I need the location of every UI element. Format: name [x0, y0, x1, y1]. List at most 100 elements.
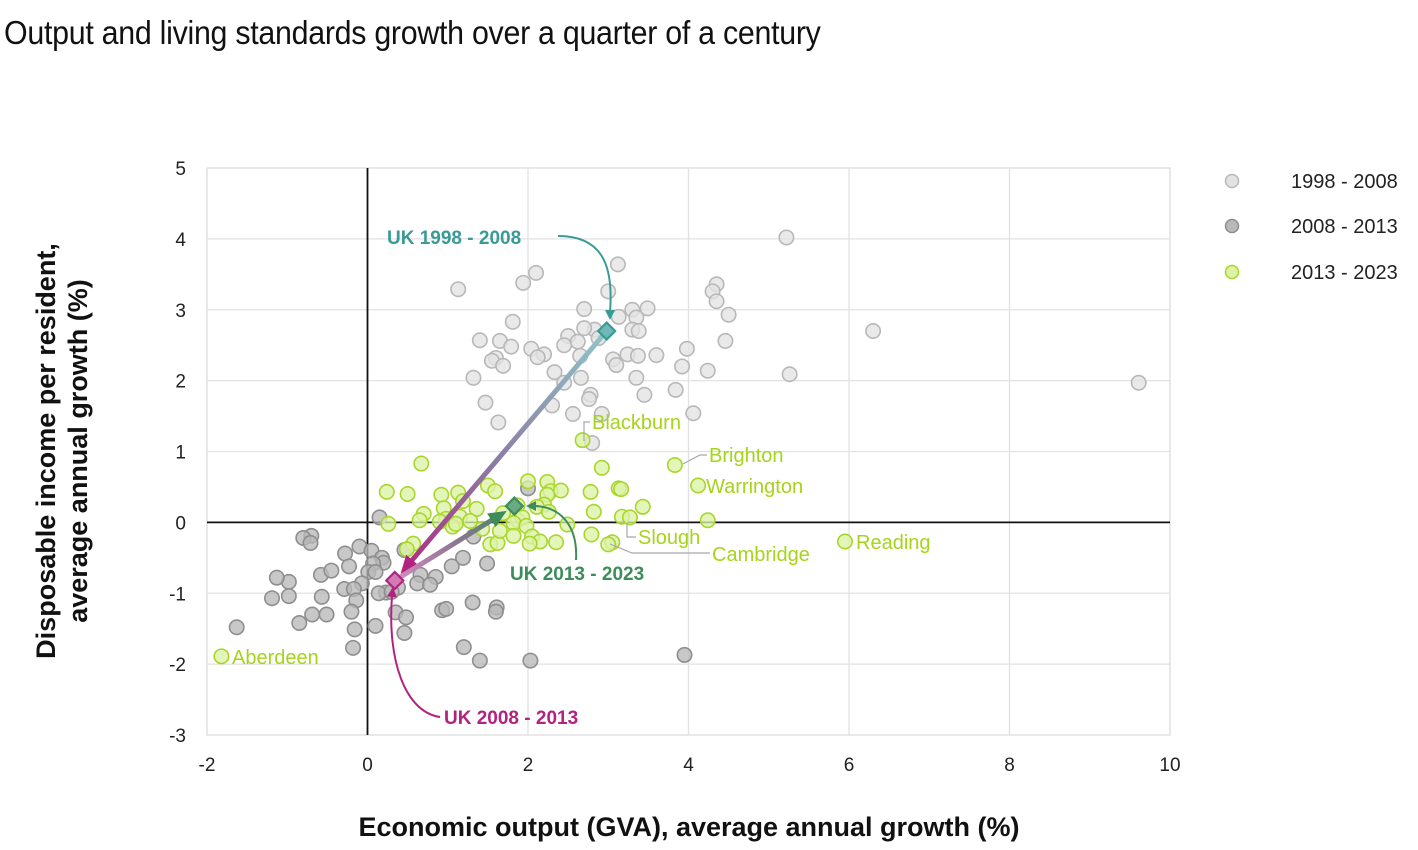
data-point-1998-2008[interactable]: [720, 306, 737, 323]
data-point-1998-2008[interactable]: [1130, 374, 1147, 391]
data-point-1998-2008[interactable]: [708, 293, 725, 310]
legend-item-1998-2008[interactable]: 1998 - 2008: [1224, 171, 1398, 193]
data-point-1998-2008[interactable]: [778, 229, 795, 246]
data-point-1998-2008[interactable]: [639, 300, 656, 317]
uk-average-marker[interactable]: [596, 320, 617, 342]
data-point-1998-2008[interactable]: [678, 340, 695, 357]
data-point-2008-2013[interactable]: [304, 606, 321, 623]
data-point-2013-2023[interactable]: [574, 432, 591, 449]
data-point-1998-2008[interactable]: [504, 313, 521, 330]
data-point-1998-2008[interactable]: [630, 323, 647, 340]
data-point-2008-2013[interactable]: [280, 588, 297, 605]
uk-average-marker[interactable]: [384, 570, 405, 591]
data-point-2008-2013[interactable]: [455, 639, 472, 656]
data-point-2013-2023[interactable]: [468, 500, 485, 517]
data-point-2008-2013[interactable]: [487, 603, 504, 620]
data-point-2008-2013[interactable]: [228, 619, 245, 636]
data-point-1998-2008[interactable]: [556, 337, 573, 354]
data-point-2008-2013[interactable]: [464, 594, 481, 611]
data-point-1998-2008[interactable]: [477, 394, 494, 411]
data-point-2008-2013[interactable]: [676, 646, 693, 663]
data-point-1998-2008[interactable]: [529, 349, 546, 366]
data-point-2008-2013[interactable]: [454, 549, 471, 566]
data-point-2013-2023[interactable]: [505, 527, 522, 544]
data-point-1998-2008[interactable]: [674, 358, 691, 375]
data-point-2013-2023[interactable]: [399, 486, 416, 503]
data-point-1998-2008[interactable]: [572, 369, 589, 386]
data-point-2013-2023[interactable]: [521, 535, 538, 552]
data-point-2013-2023[interactable]: [582, 483, 599, 500]
data-point-2013-2023[interactable]: [487, 483, 504, 500]
legend-item-2013-2023[interactable]: 2013 - 2023: [1224, 262, 1398, 284]
data-point-1998-2008[interactable]: [629, 347, 646, 364]
data-point-1998-2008[interactable]: [699, 362, 716, 379]
data-point-2008-2013[interactable]: [343, 603, 360, 620]
data-point-1998-2008[interactable]: [515, 274, 532, 291]
data-point-2013-2023[interactable]: [585, 503, 602, 520]
data-point-2013-2023[interactable]: [378, 483, 395, 500]
data-point-2008-2013[interactable]: [438, 600, 455, 617]
data-point-2013-2023[interactable]: [634, 498, 651, 515]
data-point-1998-2008[interactable]: [717, 332, 734, 349]
legend-item-2008-2013[interactable]: 2008 - 2013: [1224, 216, 1398, 238]
data-point-2013-2023[interactable]: [433, 486, 450, 503]
data-point-1998-2008[interactable]: [450, 281, 467, 298]
data-point-2008-2013[interactable]: [346, 621, 363, 638]
data-point-1998-2008[interactable]: [528, 264, 545, 281]
data-point-1998-2008[interactable]: [465, 369, 482, 386]
data-point-1998-2008[interactable]: [569, 333, 586, 350]
data-point-1998-2008[interactable]: [503, 338, 520, 355]
data-point-1998-2008[interactable]: [471, 332, 488, 349]
data-point-1998-2008[interactable]: [564, 405, 581, 422]
data-point-2013-2023[interactable]: [583, 526, 600, 543]
data-point-2013-2023[interactable]: [600, 536, 617, 553]
data-point-1998-2008[interactable]: [608, 357, 625, 374]
data-point-2013-2023[interactable]: [613, 481, 630, 498]
data-point-2008-2013[interactable]: [341, 558, 358, 575]
data-point-2008-2013[interactable]: [367, 563, 384, 580]
data-point-1998-2008[interactable]: [576, 320, 593, 337]
data-point-2008-2013[interactable]: [471, 652, 488, 669]
data-point-2013-2023[interactable]: [398, 541, 415, 558]
data-point-1998-2008[interactable]: [546, 364, 563, 381]
data-point-2013-2023[interactable]: [836, 533, 853, 550]
data-point-1998-2008[interactable]: [636, 386, 653, 403]
data-point-2013-2023[interactable]: [552, 482, 569, 499]
data-point-1998-2008[interactable]: [593, 405, 610, 422]
data-point-2013-2023[interactable]: [380, 515, 397, 532]
data-point-2008-2013[interactable]: [264, 590, 281, 607]
data-point-2008-2013[interactable]: [396, 624, 413, 641]
data-point-2008-2013[interactable]: [422, 576, 439, 593]
data-point-1998-2008[interactable]: [490, 414, 507, 431]
data-point-2013-2023[interactable]: [213, 648, 230, 665]
data-point-2013-2023[interactable]: [413, 455, 430, 472]
data-point-2008-2013[interactable]: [479, 555, 496, 572]
data-point-2013-2023[interactable]: [666, 456, 683, 473]
data-point-2008-2013[interactable]: [313, 588, 330, 605]
data-point-2013-2023[interactable]: [548, 534, 565, 551]
data-point-1998-2008[interactable]: [609, 256, 626, 273]
data-point-1998-2008[interactable]: [576, 301, 593, 318]
data-point-2013-2023[interactable]: [699, 512, 716, 529]
data-point-2008-2013[interactable]: [522, 652, 539, 669]
data-point-1998-2008[interactable]: [648, 347, 665, 364]
data-point-1998-2008[interactable]: [685, 405, 702, 422]
data-point-2008-2013[interactable]: [291, 615, 308, 632]
data-point-2008-2013[interactable]: [302, 534, 319, 551]
data-point-2013-2023[interactable]: [690, 477, 707, 494]
data-point-2013-2023[interactable]: [593, 459, 610, 476]
data-point-1998-2008[interactable]: [628, 369, 645, 386]
data-point-1998-2008[interactable]: [781, 366, 798, 383]
data-point-2013-2023[interactable]: [491, 522, 508, 539]
data-point-2008-2013[interactable]: [367, 617, 384, 634]
data-point-2013-2023[interactable]: [519, 473, 536, 490]
data-point-2013-2023[interactable]: [621, 509, 638, 526]
data-point-2008-2013[interactable]: [398, 609, 415, 626]
data-point-2008-2013[interactable]: [323, 562, 340, 579]
data-point-2013-2023[interactable]: [411, 512, 428, 529]
data-point-2008-2013[interactable]: [268, 569, 285, 586]
data-point-2013-2023[interactable]: [447, 515, 464, 532]
data-point-2008-2013[interactable]: [443, 558, 460, 575]
data-point-1998-2008[interactable]: [865, 323, 882, 340]
data-point-2008-2013[interactable]: [345, 639, 362, 656]
